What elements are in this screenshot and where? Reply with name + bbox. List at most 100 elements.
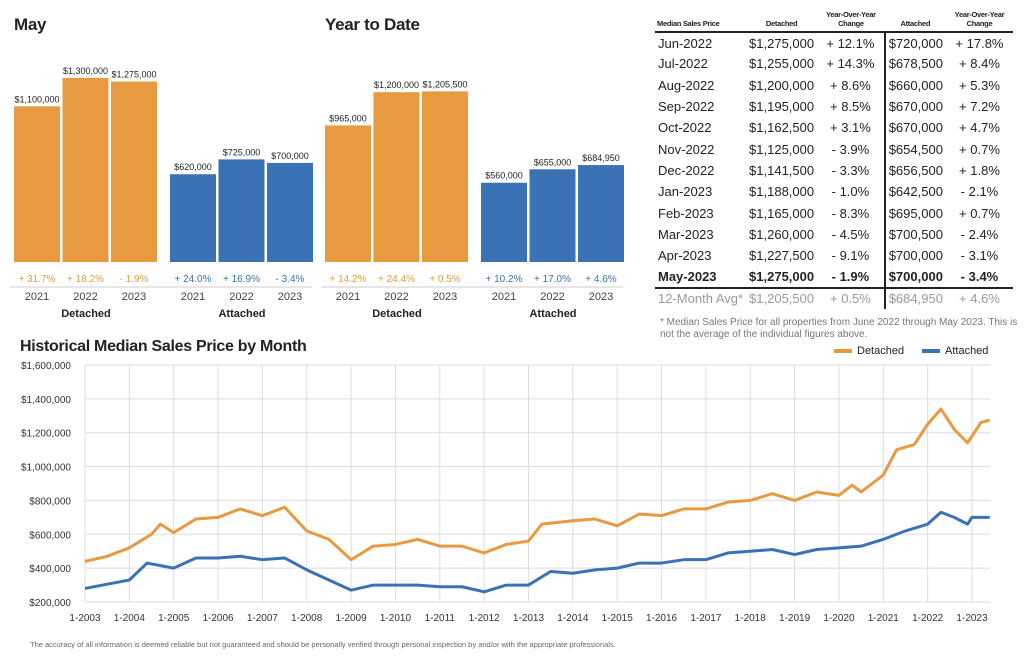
table-cell: 12-Month Avg* (658, 291, 744, 307)
bar-detached-2022 (373, 92, 420, 263)
y-tick: $600,000 (29, 530, 71, 541)
x-tick: 1-2004 (114, 613, 146, 624)
year-tick: 2022 (229, 291, 253, 303)
x-tick: 1-2014 (557, 613, 589, 624)
table-cell: - 1.0% (831, 184, 870, 200)
group-label: Detached (61, 308, 111, 320)
table-cell: $660,000 (883, 74, 946, 96)
table-cell: $1,260,000 (749, 226, 815, 242)
table-cell: May-2023 (655, 266, 747, 289)
y-tick: $800,000 (29, 496, 71, 507)
table-cell: + 1.8% (959, 162, 1000, 178)
table-cell: - 3.3% (831, 162, 870, 178)
table-row: Jul-2022 $1,255,000 + 14.3% $678,500 + 8.4% (655, 53, 1013, 75)
bar-value-label: $560,000 (485, 171, 523, 181)
table-row: Apr-2023 $1,227,500 - 9.1% $700,000 - 3.1% (655, 244, 1013, 267)
bar-value-label: $1,200,000 (374, 80, 419, 90)
table-cell: Jun-2022 (658, 35, 713, 51)
y-tick: $400,000 (29, 564, 71, 575)
change-label: + 17.0% (534, 274, 571, 285)
table-footnote: * Median Sales Price for all properties … (660, 317, 1018, 340)
table-cell: - 8.3% (831, 205, 870, 221)
table-cell: $1,275,000 (746, 266, 818, 289)
table-cell: $678,500 (883, 53, 946, 75)
bar-detached-2022 (62, 78, 109, 262)
table-cell: - 3.1% (960, 248, 999, 264)
x-tick: 1-2008 (291, 613, 323, 624)
year-tick: 2022 (384, 291, 408, 303)
change-label: + 0.5% (429, 274, 461, 285)
table-cell: $1,205,500 (749, 291, 815, 307)
x-tick: 1-2006 (202, 613, 234, 624)
table-cell: $1,162,500 (749, 120, 815, 136)
table-cell: Mar-2023 (658, 226, 714, 242)
x-tick: 1-2003 (69, 613, 101, 624)
footer-disclaimer: The accuracy of all information is deeme… (30, 640, 616, 649)
bar-attached-2023 (267, 162, 313, 262)
table-cell: + 0.7% (959, 205, 1000, 221)
table-cell: Nov-2022 (658, 141, 715, 157)
table-cell: + 4.6% (959, 291, 1000, 307)
table-cell: Jan-2023 (658, 184, 713, 200)
year-tick: 2023 (433, 291, 457, 303)
table-cell: $642,500 (883, 181, 946, 203)
x-tick: 1-2012 (469, 613, 501, 624)
y-tick: $1,600,000 (21, 361, 71, 372)
change-label: + 18.2% (67, 274, 104, 285)
table-cell: - 2.4% (960, 226, 999, 242)
x-tick: 1-2019 (779, 613, 811, 624)
legend-label: Attached (945, 345, 989, 357)
bar-value-label: $655,000 (534, 157, 572, 167)
table-row: Nov-2022 $1,125,000 - 3.9% $654,500 + 0.7% (655, 138, 1013, 160)
group-label: Attached (218, 308, 265, 320)
table-cell: + 0.7% (959, 141, 1000, 157)
change-label: + 10.2% (486, 274, 523, 285)
table-cell: Apr-2023 (658, 248, 712, 264)
x-tick: 1-2010 (380, 613, 412, 624)
year-tick: 2021 (492, 291, 516, 303)
table-header: Year-Over-Year Change (945, 10, 1013, 33)
table-header: Year-Over-Year Change (817, 10, 885, 33)
table-cell: $1,227,500 (749, 248, 815, 264)
bar-attached-2021 (170, 174, 216, 262)
table-cell: Feb-2023 (658, 205, 714, 221)
year-tick: 2021 (181, 291, 205, 303)
table-cell: Sep-2022 (658, 99, 715, 115)
table-cell: - 9.1% (831, 248, 870, 264)
x-tick: 1-2005 (158, 613, 190, 624)
table-cell: $1,195,000 (749, 99, 815, 115)
bar-value-label: $700,000 (271, 151, 309, 161)
group-label: Detached (372, 308, 422, 320)
table-cell: $1,141,500 (749, 162, 815, 178)
x-tick: 1-2011 (425, 613, 456, 624)
table-row: Jan-2023 $1,188,000 - 1.0% $642,500 - 2.1% (655, 181, 1013, 203)
table-cell: + 7.2% (959, 99, 1000, 115)
bar-value-label: $725,000 (223, 147, 261, 157)
year-tick: 2022 (73, 291, 97, 303)
x-tick: 1-2021 (868, 613, 900, 624)
table-cell: + 4.7% (959, 120, 1000, 136)
table-cell: $695,000 (883, 202, 946, 224)
table-row: Oct-2022 $1,162,500 + 3.1% $670,000 + 4.7% (655, 117, 1013, 139)
table-cell: Aug-2022 (658, 77, 715, 93)
y-tick: $200,000 (29, 598, 71, 609)
table-cell: Dec-2022 (658, 162, 715, 178)
year-tick: 2021 (25, 291, 49, 303)
bar-value-label: $684,950 (582, 153, 620, 163)
bar-value-label: $1,275,000 (111, 70, 156, 80)
table-cell: $1,165,000 (749, 205, 815, 221)
change-label: - 3.4% (276, 274, 305, 285)
may-title: May (14, 15, 47, 34)
y-tick: $1,000,000 (21, 463, 71, 474)
bar-value-label: $1,300,000 (63, 66, 108, 76)
x-tick: 1-2023 (956, 613, 988, 624)
table-cell: Oct-2022 (658, 120, 712, 136)
table-cell: $1,255,000 (749, 56, 815, 72)
series-line-detached (84, 407, 991, 563)
table-cell: $1,125,000 (749, 141, 815, 157)
change-label: + 24.4% (378, 274, 415, 285)
year-tick: 2023 (122, 291, 146, 303)
table-cell: + 12.1% (826, 35, 875, 51)
table-cell: + 0.5% (829, 291, 871, 307)
line-chart-title: Historical Median Sales Price by Month (20, 338, 307, 355)
